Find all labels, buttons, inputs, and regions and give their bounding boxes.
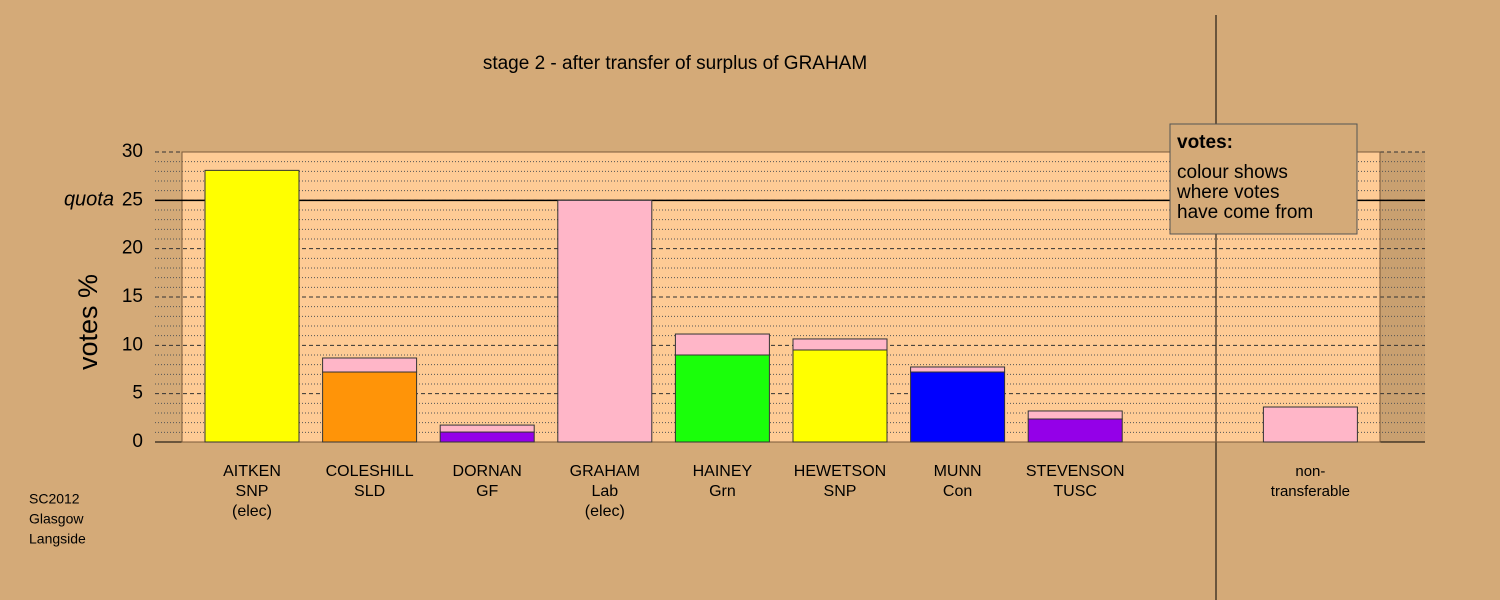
y-tick-label: 15 <box>122 286 143 307</box>
x-tick-label: SLD <box>354 483 385 500</box>
y-tick-label: 0 <box>132 431 143 452</box>
footnote: Glasgow <box>29 511 84 527</box>
bar-segment <box>674 333 770 356</box>
bar-segment <box>792 349 888 443</box>
x-tick-label: MUNN <box>934 463 982 480</box>
bar-segment <box>792 338 888 351</box>
bar-segment <box>322 357 418 373</box>
y-tick-label: 25 <box>122 189 143 210</box>
chart-title: stage 2 - after transfer of surplus of G… <box>483 53 867 74</box>
x-tick-label: GRAHAM <box>570 463 640 480</box>
legend-text: where votes <box>1176 182 1279 203</box>
x-tick-label: SNP <box>824 483 857 500</box>
bar-segment <box>439 424 535 433</box>
x-tick-label: non- <box>1295 463 1325 480</box>
y-tick-label: 5 <box>132 383 143 404</box>
y-axis-label: votes % <box>73 274 103 370</box>
bar-segment <box>1262 406 1358 443</box>
x-tick-label: GF <box>476 483 498 500</box>
x-tick-label: Grn <box>709 483 736 500</box>
bar-segment <box>910 371 1006 443</box>
footnote: Langside <box>29 531 86 547</box>
x-tick-label: SNP <box>236 483 269 500</box>
x-tick-label: (elec) <box>232 503 272 520</box>
bar-segment <box>439 431 535 443</box>
bar-segment <box>910 366 1006 373</box>
legend-text: colour shows <box>1177 162 1288 183</box>
bar-segment <box>204 169 300 443</box>
legend-box <box>1169 123 1358 235</box>
bar-segment <box>674 354 770 443</box>
x-tick-label: STEVENSON <box>1026 463 1125 480</box>
x-tick-label: COLESHILL <box>326 463 414 480</box>
x-tick-label: TUSC <box>1053 483 1097 500</box>
footnote: SC2012 <box>29 491 80 507</box>
quota-label: quota <box>64 189 114 211</box>
x-tick-label: transferable <box>1271 483 1350 500</box>
legend-text: have come from <box>1177 202 1313 223</box>
y-tick-label: 10 <box>122 334 143 355</box>
x-tick-label: (elec) <box>585 503 625 520</box>
y-tick-label: 30 <box>122 141 143 162</box>
x-tick-label: HAINEY <box>693 463 753 480</box>
x-tick-label: Lab <box>591 483 618 500</box>
x-tick-label: HEWETSON <box>794 463 886 480</box>
x-tick-label: AITKEN <box>223 463 281 480</box>
legend-title: votes: <box>1177 132 1233 153</box>
panel-border <box>181 151 1381 443</box>
bar-segment <box>322 371 418 443</box>
y-tick-label: 20 <box>122 238 143 259</box>
x-tick-label: Con <box>943 483 972 500</box>
bar-segment <box>1027 418 1123 443</box>
bar-segment <box>557 199 653 443</box>
x-tick-label: DORNAN <box>453 463 522 480</box>
bar-segment <box>1027 410 1123 420</box>
